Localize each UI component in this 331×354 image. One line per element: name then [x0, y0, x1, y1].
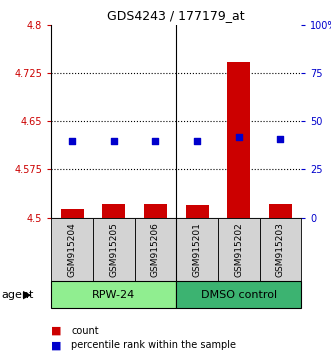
- Text: GSM915204: GSM915204: [68, 222, 77, 277]
- Text: DMSO control: DMSO control: [201, 290, 277, 300]
- FancyBboxPatch shape: [218, 218, 260, 281]
- Text: RPW-24: RPW-24: [92, 290, 135, 300]
- FancyBboxPatch shape: [93, 218, 135, 281]
- Text: GSM915205: GSM915205: [109, 222, 118, 277]
- FancyBboxPatch shape: [176, 281, 301, 308]
- Text: percentile rank within the sample: percentile rank within the sample: [71, 340, 236, 350]
- Text: GSM915206: GSM915206: [151, 222, 160, 277]
- Point: [111, 138, 117, 143]
- Text: GSM915203: GSM915203: [276, 222, 285, 277]
- FancyBboxPatch shape: [51, 218, 93, 281]
- FancyBboxPatch shape: [176, 218, 218, 281]
- Text: ■: ■: [51, 326, 62, 336]
- Text: ■: ■: [51, 340, 62, 350]
- Bar: [227, 62, 250, 218]
- Text: GSM915202: GSM915202: [234, 222, 243, 277]
- Point: [153, 138, 158, 143]
- Point: [70, 138, 75, 143]
- Title: GDS4243 / 177179_at: GDS4243 / 177179_at: [108, 9, 245, 22]
- Text: count: count: [71, 326, 99, 336]
- Point: [194, 138, 200, 143]
- Bar: [186, 205, 209, 218]
- Bar: [269, 204, 292, 218]
- Bar: [102, 204, 125, 218]
- FancyBboxPatch shape: [260, 218, 301, 281]
- Bar: [144, 204, 167, 218]
- Point: [236, 134, 241, 139]
- Bar: [61, 209, 84, 218]
- Point: [278, 136, 283, 142]
- Text: agent: agent: [2, 290, 34, 300]
- FancyBboxPatch shape: [135, 218, 176, 281]
- Text: GSM915201: GSM915201: [193, 222, 202, 277]
- FancyBboxPatch shape: [51, 281, 176, 308]
- Text: ▶: ▶: [23, 290, 32, 300]
